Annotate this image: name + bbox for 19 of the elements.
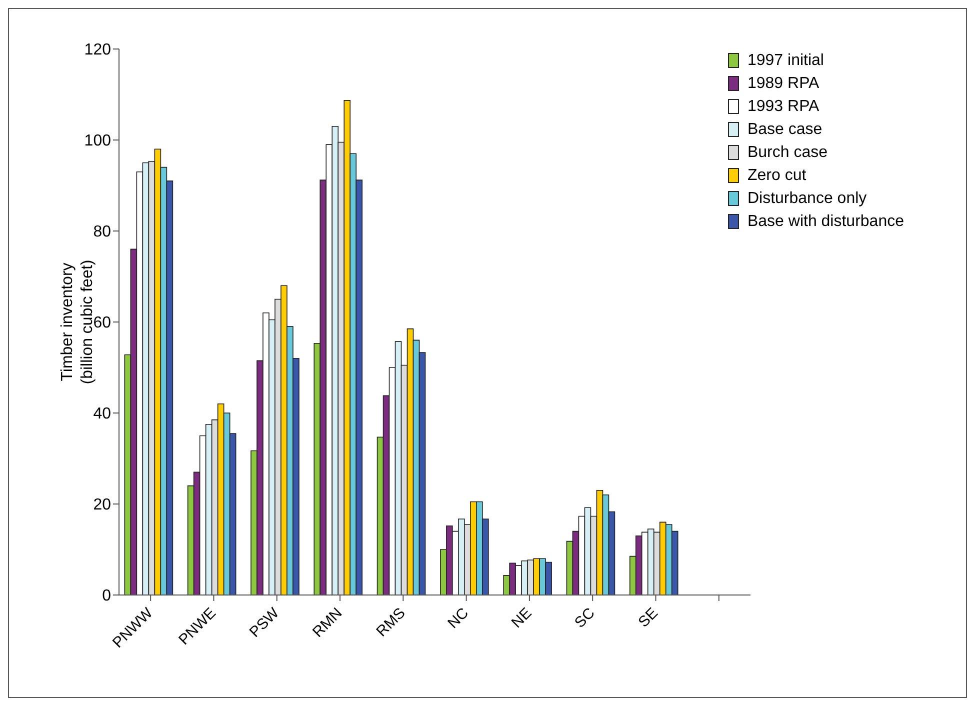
x-tick-label: NC [444,604,472,632]
legend-label: Base with disturbance [747,212,904,230]
y-tick-label: 80 [93,224,112,241]
y-tick-label: 60 [93,314,112,332]
legend-label: Burch case [747,144,828,162]
legend-label: 1993 RPA [747,98,820,116]
y-tick-label: 100 [84,132,112,150]
legend-label: 1997 initial [747,52,824,70]
x-tick-label: SC [572,604,598,632]
legend-label: Zero cut [747,166,806,184]
legend-label: 1989 RPA [747,74,820,92]
y-tick-label: 0 [102,588,112,605]
y-tick-label: 40 [93,406,112,423]
x-tick-label: SE [635,604,662,631]
legend-label: Base case [747,120,822,138]
y-tick-label: 120 [84,42,112,59]
y-tick-label: 20 [93,496,112,514]
x-tick-label: NE [508,604,536,632]
legend-label: Disturbance only [747,190,867,208]
